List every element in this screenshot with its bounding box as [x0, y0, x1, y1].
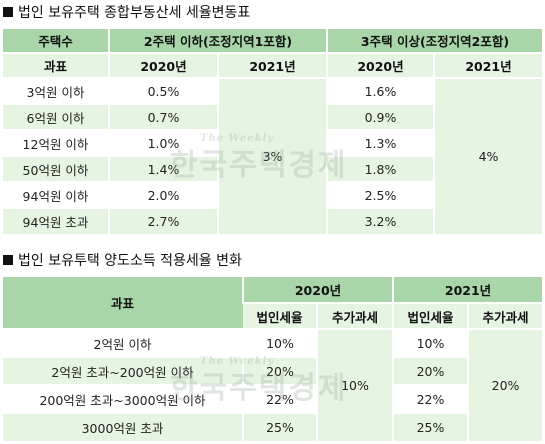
square-bullet-icon — [3, 255, 13, 265]
capital-gains-tax-table: 과표 2020년 2021년 법인세율 추가과세 법인세율 추가과세 2억원 이… — [3, 275, 543, 441]
section-title-capital-gains-tax: 법인 보유투택 양도소득 적용세율 변화 — [3, 251, 242, 271]
rate-group2-2021: 4% — [433, 77, 542, 234]
extra-tax-2021: 20% — [467, 328, 543, 441]
tax-bracket: 3000억원 초과 — [3, 412, 243, 441]
rate-group1-2021: 3% — [217, 77, 327, 234]
header-group2-2020: 2020년 — [326, 52, 434, 78]
rate-group2-2020: 3.2% — [326, 207, 434, 234]
tax-bracket: 12억원 이하 — [3, 129, 109, 156]
header-extra-tax-2021: 추가과세 — [467, 302, 543, 329]
header-tax-base: 과표 — [3, 275, 243, 329]
tax-bracket: 94억원 이하 — [3, 181, 109, 208]
header-year-2021: 2021년 — [392, 275, 543, 303]
tax-bracket: 2억원 이하 — [3, 328, 243, 357]
header-group-3-or-more: 3주택 이상(조정지역2포함) — [326, 27, 542, 53]
rate-group2-2020: 1.6% — [326, 77, 434, 104]
rate-group2-2020: 2.5% — [326, 181, 434, 208]
property-tax-table: 주택수 2주택 이하(조정지역1포함) 3주택 이상(조정지역2포함) 과표 2… — [3, 27, 542, 234]
corp-tax-2020: 20% — [242, 356, 317, 385]
header-group-2-or-less: 2주택 이하(조정지역1포함) — [108, 27, 327, 53]
extra-tax-2020: 10% — [315, 328, 394, 441]
tax-bracket: 94억원 초과 — [3, 207, 109, 234]
corp-tax-2020: 10% — [242, 328, 317, 357]
tax-bracket: 200억원 초과~3000억원 이하 — [3, 384, 243, 413]
tax-bracket: 2억원 초과~200억원 이하 — [3, 356, 243, 385]
header-corp-tax-2021: 법인세율 — [392, 302, 469, 329]
table-row: 3억원 이하 0.5% 3% 1.6% 4% — [3, 77, 542, 234]
section-title-text: 법인 보유주택 종합부동산세 세율변동표 — [18, 5, 251, 21]
header-extra-tax-2020: 추가과세 — [315, 302, 394, 329]
rate-group1-2020: 0.5% — [108, 77, 218, 104]
rate-group1-2020: 2.7% — [108, 207, 218, 234]
rate-group2-2020: 1.3% — [326, 129, 434, 156]
tax-bracket: 3억원 이하 — [3, 77, 109, 104]
corp-tax-2021: 25% — [392, 412, 469, 441]
header-houses: 주택수 — [3, 27, 109, 53]
tax-bracket: 50억원 이하 — [3, 155, 109, 182]
rate-group2-2020: 1.8% — [326, 155, 434, 182]
header-tax-base: 과표 — [3, 52, 109, 78]
header-group2-2021: 2021년 — [433, 52, 542, 78]
table-row: 200억원 초과~3000억원 이하 22% 22% — [3, 384, 543, 413]
table-row: 2억원 이하 10% 10% 10% 20% — [3, 328, 543, 441]
header-group1-2020: 2020년 — [108, 52, 218, 78]
section-title-property-tax: 법인 보유주택 종합부동산세 세율변동표 — [3, 3, 250, 23]
rate-group1-2020: 2.0% — [108, 181, 218, 208]
corp-tax-2020: 22% — [242, 384, 317, 413]
rate-group1-2020: 0.7% — [108, 103, 218, 130]
corp-tax-2021: 22% — [392, 384, 469, 413]
section-title-text: 법인 보유투택 양도소득 적용세율 변화 — [18, 253, 242, 269]
rate-group1-2020: 1.4% — [108, 155, 218, 182]
corp-tax-2021: 20% — [392, 356, 469, 385]
table-row: 3000억원 초과 25% 25% — [3, 412, 543, 441]
header-group1-2021: 2021년 — [217, 52, 327, 78]
header-year-2020: 2020년 — [241, 275, 394, 303]
corp-tax-2020: 25% — [242, 412, 317, 441]
tax-bracket: 6억원 이하 — [3, 103, 109, 130]
corp-tax-2021: 10% — [392, 328, 469, 357]
header-corp-tax-2020: 법인세율 — [243, 302, 317, 329]
rate-group1-2020: 1.0% — [108, 129, 218, 156]
table-row: 2억원 초과~200억원 이하 20% 20% — [3, 356, 543, 385]
rate-group2-2020: 0.9% — [326, 103, 434, 130]
square-bullet-icon — [3, 7, 13, 17]
